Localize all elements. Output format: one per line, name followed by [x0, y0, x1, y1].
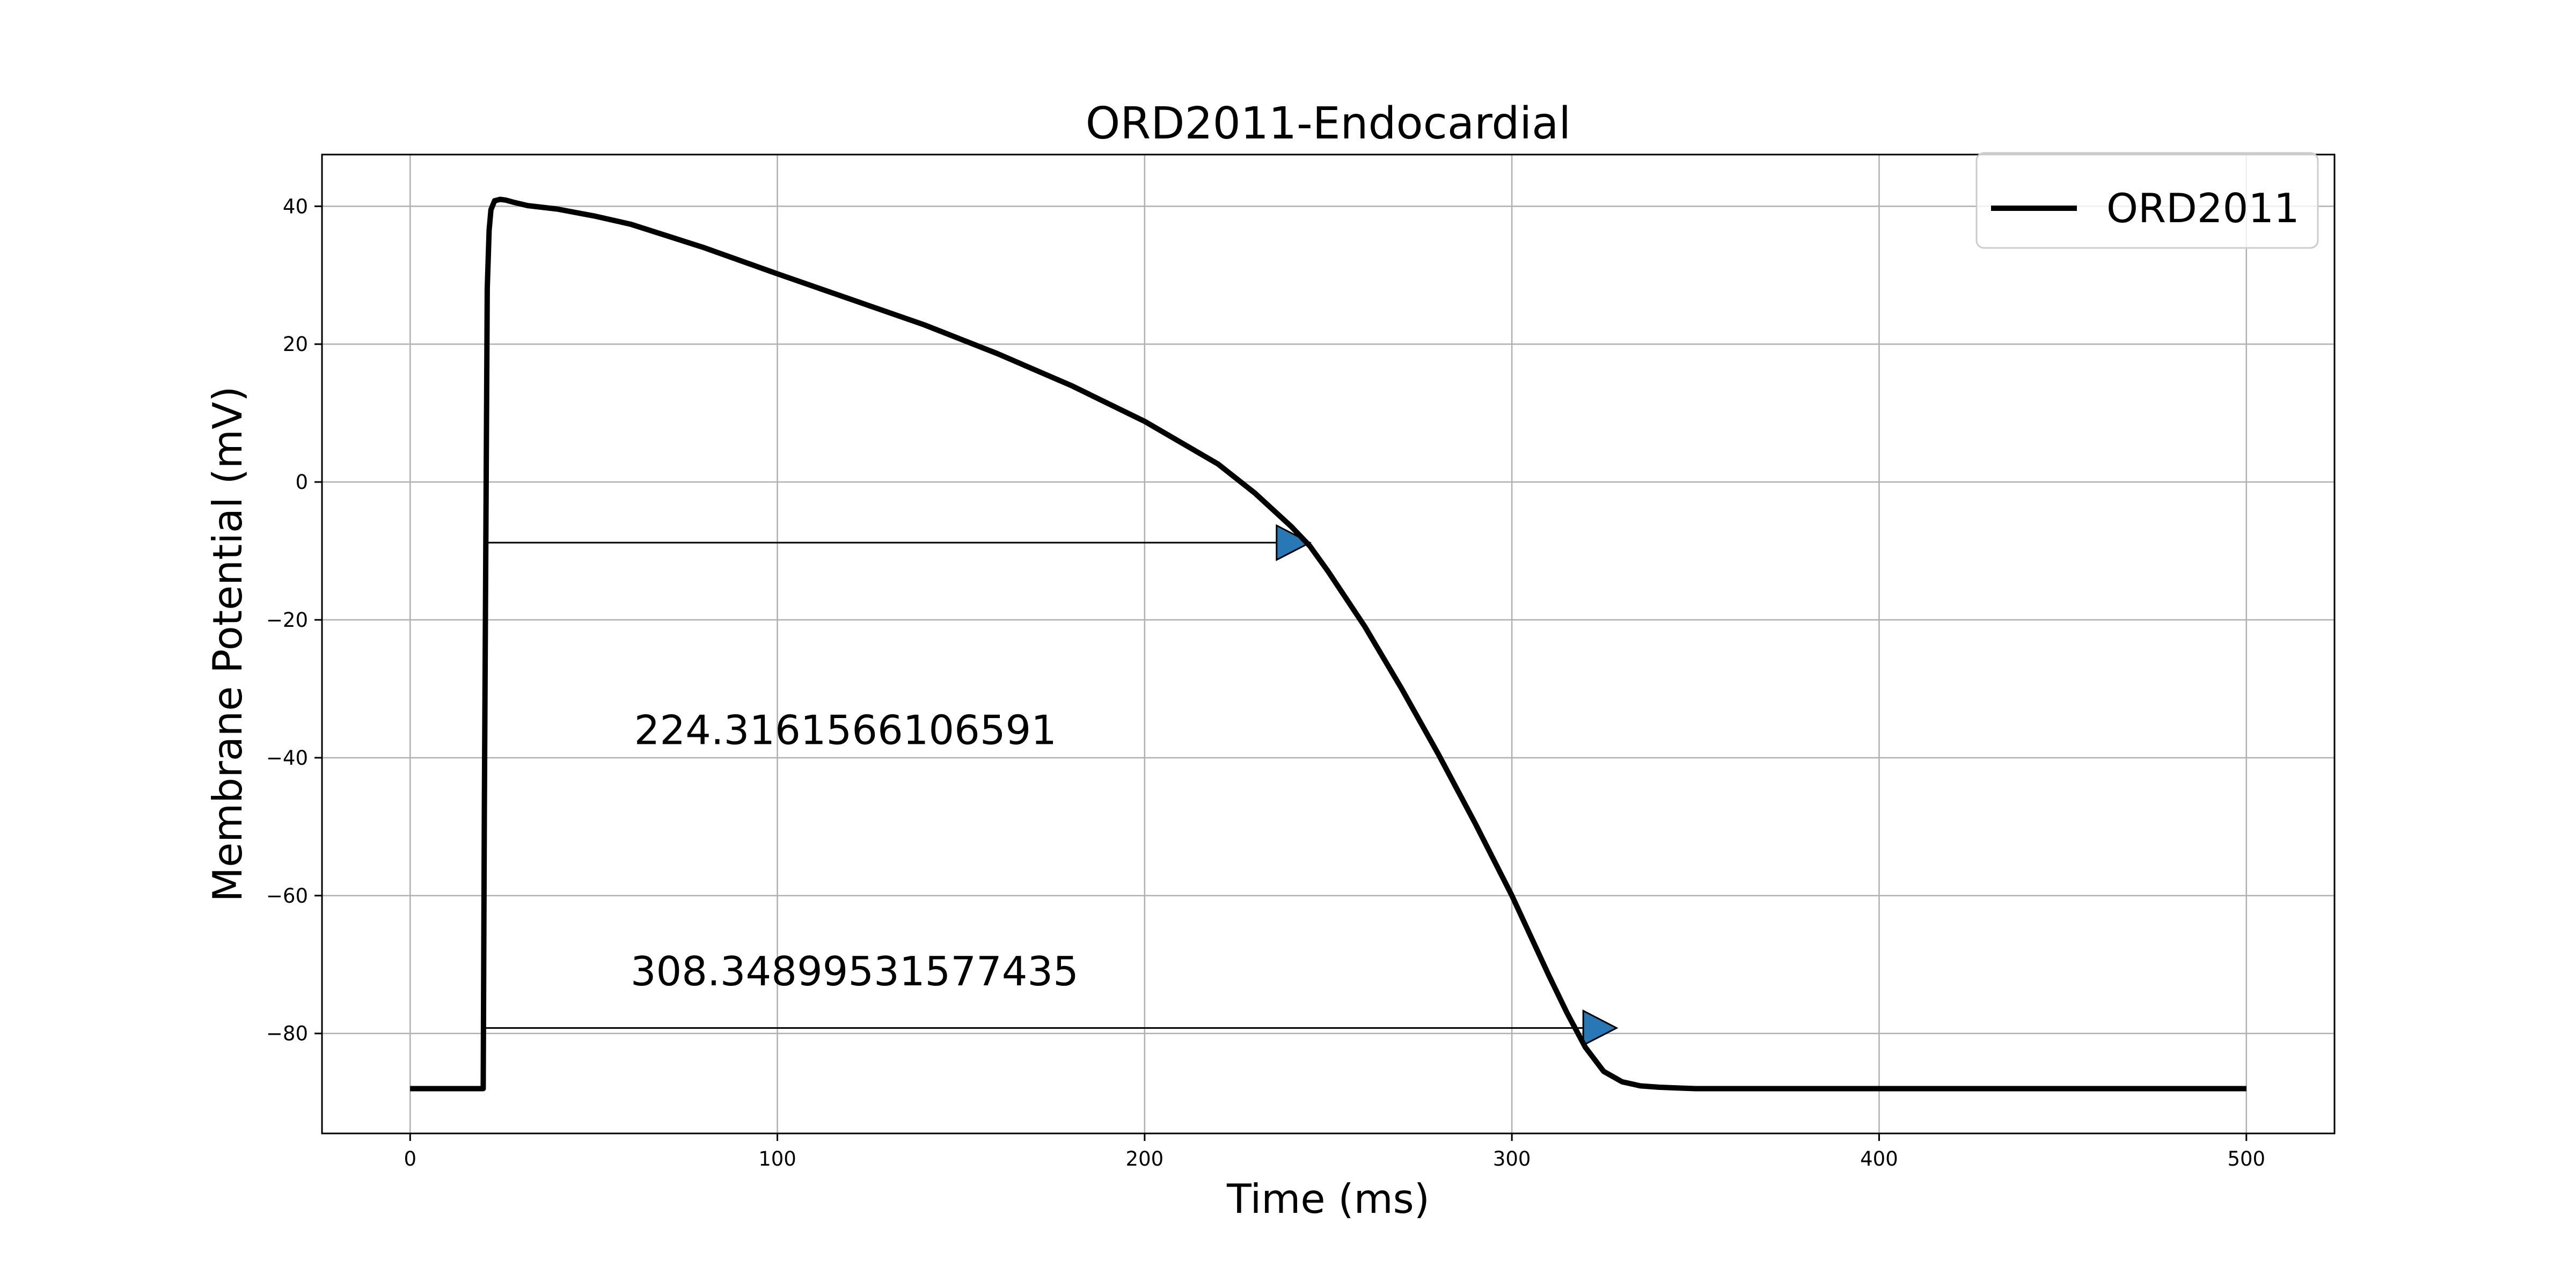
legend: ORD2011	[1975, 152, 2319, 249]
annotation-apd-short: 224.3161566106591	[634, 706, 1057, 753]
chart-title: ORD2011-Endocardial	[1086, 98, 1571, 149]
x-axis-label: Time (ms)	[1226, 1175, 1430, 1223]
y-tick-label: −60	[266, 884, 308, 908]
tick-layer: 0 100 200 300 400 500 −80 −60 −40 −20 0 20 40	[266, 195, 2265, 1170]
x-tick-label: 400	[1860, 1147, 1898, 1170]
series-line-ord2011	[410, 196, 2246, 1092]
annotation-arrow-head	[1276, 524, 1312, 561]
annotation-arrow-head	[1582, 1009, 1619, 1046]
x-tick-label: 500	[2227, 1147, 2265, 1170]
arrow-layer	[484, 524, 1619, 1046]
x-tick-label: 100	[758, 1147, 796, 1170]
y-tick-label: −40	[266, 747, 308, 770]
y-tick-label: −20	[266, 609, 308, 632]
legend-label: ORD2011	[2106, 185, 2300, 232]
y-axis-label: Membrane Potential (mV)	[204, 386, 251, 902]
grid-layer	[322, 155, 2334, 1133]
y-tick-label: −80	[266, 1022, 308, 1045]
y-tick-label: 0	[295, 471, 308, 494]
annotation-apd-long: 308.34899531577435	[631, 948, 1079, 995]
legend-box	[1975, 152, 2319, 249]
x-tick-label: 0	[404, 1147, 416, 1170]
x-tick-label: 200	[1126, 1147, 1164, 1170]
y-tick-label: 40	[283, 195, 308, 218]
x-tick-label: 300	[1493, 1147, 1531, 1170]
plot-frame	[321, 153, 2336, 1135]
y-tick-label: 20	[283, 333, 308, 356]
